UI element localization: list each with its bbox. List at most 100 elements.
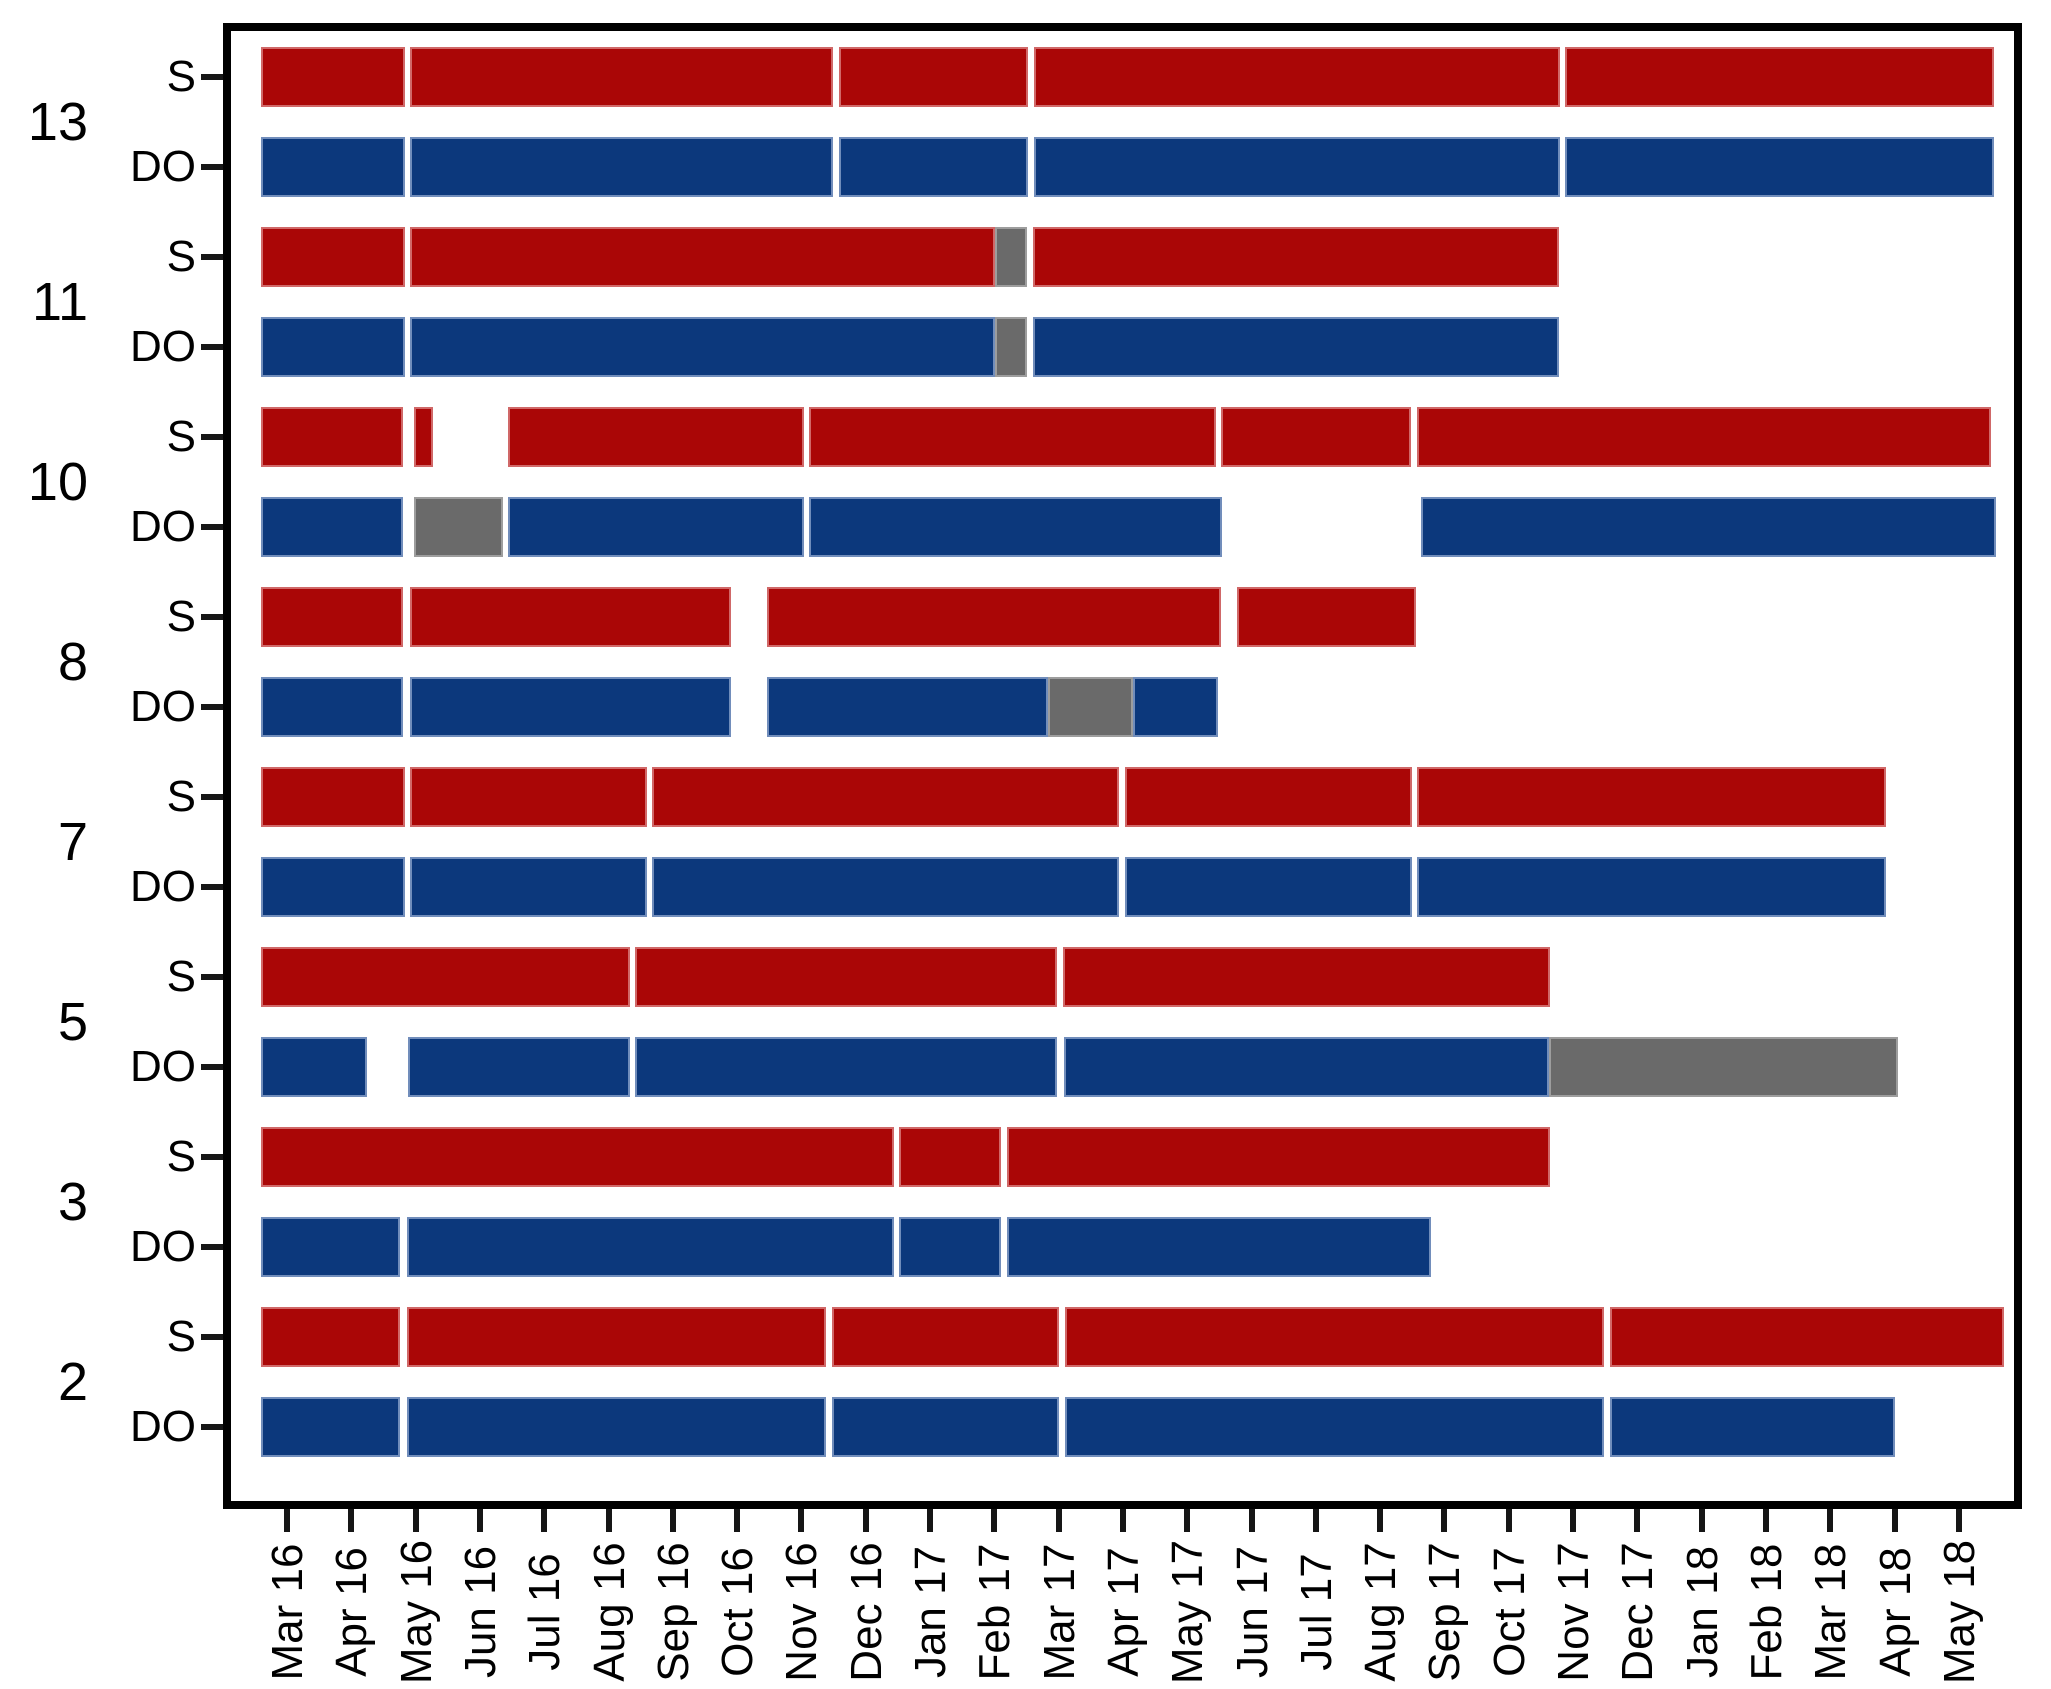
bar-segment: [1417, 857, 1887, 917]
y-axis-tick: [201, 1154, 223, 1160]
bar-segment: [261, 857, 405, 917]
bar-segment: [409, 227, 995, 287]
y-axis-tick: [201, 1424, 223, 1430]
row-label-s: S: [166, 592, 196, 641]
bar-segment: [1065, 1307, 1604, 1367]
x-axis-label: Apr 18: [1870, 1547, 1920, 1677]
bar-segment: [1033, 47, 1560, 107]
bar-segment: [409, 587, 731, 647]
group-label: 8: [57, 632, 88, 692]
bar-segment: [1609, 1397, 1896, 1457]
x-axis-tick: [1119, 1509, 1126, 1532]
x-axis-tick: [669, 1509, 676, 1532]
y-axis-tick: [201, 1244, 223, 1250]
x-axis-tick: [1634, 1509, 1641, 1532]
bar-segment: [409, 137, 834, 197]
bar-segment: [1548, 1037, 1898, 1097]
x-axis-label: Oct 17: [1484, 1547, 1534, 1677]
x-axis-tick: [1827, 1509, 1834, 1532]
row-label-s: S: [166, 772, 196, 821]
group-label: 10: [27, 452, 88, 512]
y-axis-tick: [201, 254, 223, 260]
x-axis-label: Jun 17: [1227, 1545, 1277, 1679]
bar-segment: [261, 587, 403, 647]
x-axis-label: Jan 18: [1677, 1545, 1727, 1679]
y-axis-tick: [201, 434, 223, 440]
x-axis-tick: [798, 1509, 805, 1532]
x-axis-label: Nov 17: [1549, 1542, 1598, 1682]
x-axis-tick: [991, 1509, 998, 1532]
x-axis-label: Mar 16: [263, 1543, 312, 1681]
bar-segment: [414, 497, 503, 557]
bar-segment: [1064, 1037, 1549, 1097]
x-axis-tick: [1570, 1509, 1576, 1532]
bar-segment: [767, 677, 1049, 737]
bar-segment: [1124, 767, 1412, 827]
bar-segment: [407, 1397, 826, 1457]
group-label: 3: [57, 1172, 88, 1232]
row-label-do: DO: [130, 682, 196, 731]
x-axis-tick: [1955, 1509, 1962, 1532]
x-axis-tick: [734, 1509, 741, 1532]
x-axis-tick: [1184, 1509, 1191, 1532]
bar-segment: [634, 1037, 1057, 1097]
x-axis-label: Apr 16: [327, 1547, 377, 1677]
row-label-do: DO: [130, 862, 196, 911]
y-axis-tick: [201, 344, 223, 350]
x-axis-tick: [541, 1509, 548, 1532]
x-axis-label: Oct 16: [713, 1547, 763, 1677]
group-label: 7: [57, 812, 88, 872]
x-axis-tick: [1377, 1509, 1384, 1532]
x-axis-label: Jan 17: [906, 1545, 955, 1679]
x-axis-label: May 18: [1934, 1539, 1984, 1685]
bar-segment: [831, 1307, 1060, 1367]
bar-segment: [1006, 1127, 1550, 1187]
bar-segment: [1065, 1397, 1604, 1457]
x-axis-tick: [927, 1509, 933, 1532]
row-label-s: S: [166, 52, 196, 101]
row-label-do: DO: [130, 322, 196, 371]
bar-segment: [1609, 1307, 2004, 1367]
x-axis-tick: [1891, 1509, 1898, 1532]
row-label-s: S: [166, 232, 196, 281]
bar-segment: [1221, 407, 1411, 467]
bar-segment: [261, 1397, 401, 1457]
bar-segment: [1048, 677, 1134, 737]
bar-segment: [261, 227, 405, 287]
x-axis-label: Nov 16: [777, 1542, 827, 1682]
bar-segment: [261, 317, 405, 377]
row-label-do: DO: [130, 1402, 196, 1451]
x-axis-label: Jun 16: [455, 1545, 505, 1679]
x-axis-label: Jul 17: [1291, 1553, 1341, 1671]
x-axis-label: Mar 18: [1806, 1543, 1856, 1681]
group-label: 5: [57, 992, 88, 1052]
bar-segment: [1564, 47, 1995, 107]
x-axis-label: Feb 17: [970, 1543, 1020, 1681]
x-axis-tick: [1762, 1509, 1769, 1532]
bar-segment: [899, 1217, 1001, 1277]
bar-segment: [899, 1127, 1001, 1187]
x-axis-tick: [1505, 1509, 1512, 1532]
bar-segment: [994, 227, 1027, 287]
row-label-s: S: [166, 412, 196, 461]
x-axis-tick: [1248, 1509, 1255, 1532]
x-axis-label: Sep 16: [648, 1542, 698, 1682]
bar-segment: [508, 407, 804, 467]
y-axis-tick: [201, 974, 223, 980]
bar-segment: [1421, 497, 1997, 557]
bar-segment: [1062, 947, 1550, 1007]
x-axis-label: Dec 16: [841, 1542, 891, 1682]
bar-segment: [652, 767, 1119, 827]
row-label-do: DO: [130, 142, 196, 191]
bar-segment: [1032, 227, 1559, 287]
bar-segment: [261, 137, 405, 197]
bar-segment: [1006, 1217, 1431, 1277]
bar-segment: [261, 47, 405, 107]
bar-segment: [261, 1127, 894, 1187]
y-axis-tick: [201, 704, 223, 710]
bar-segment: [767, 587, 1221, 647]
x-axis-label: May 17: [1163, 1539, 1213, 1685]
row-label-s: S: [166, 952, 196, 1001]
bar-segment: [1032, 317, 1559, 377]
